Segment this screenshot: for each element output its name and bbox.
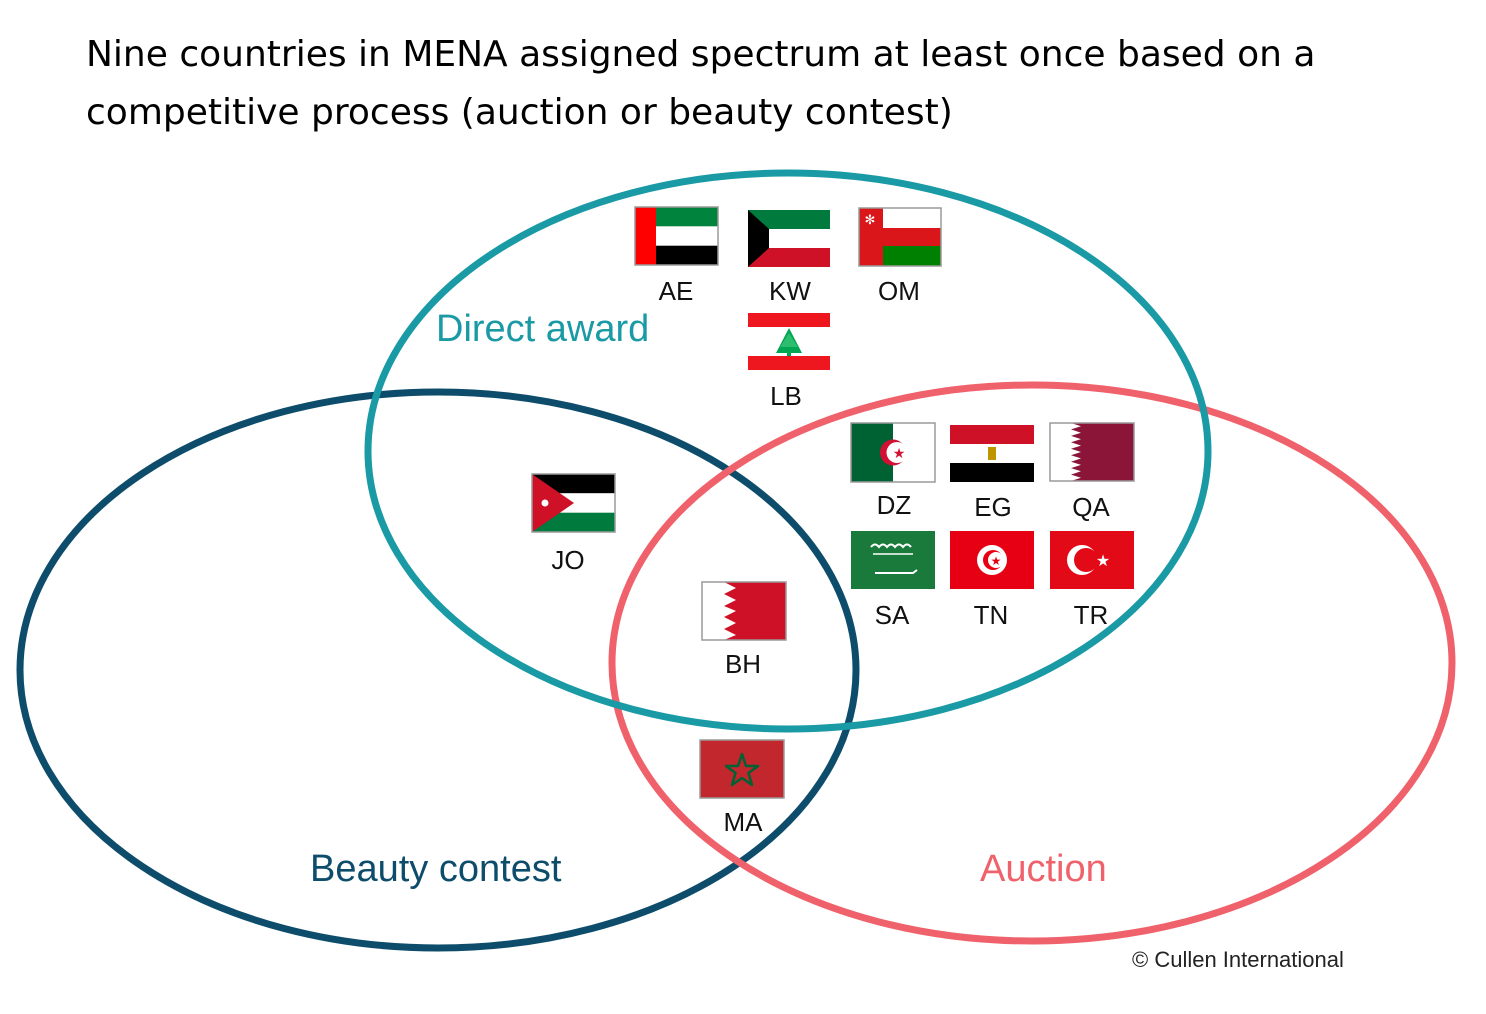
copyright-credit: © Cullen International xyxy=(1132,947,1344,972)
flag-tr: ★ xyxy=(1050,531,1134,589)
flag-ae xyxy=(634,206,719,266)
flag-sa xyxy=(851,531,935,589)
country-code-tr: TR xyxy=(1074,600,1109,630)
auction-label: Auction xyxy=(980,848,1107,890)
flag-dz: ★ xyxy=(850,422,936,483)
country-code-tn: TN xyxy=(974,600,1009,630)
flag-jo xyxy=(531,473,616,533)
svg-text:★: ★ xyxy=(991,554,1002,568)
country-code-ma: MA xyxy=(724,807,764,837)
flag-ma xyxy=(699,739,785,799)
flag-bh xyxy=(701,581,787,641)
direct-award-circle xyxy=(364,169,1212,733)
flag-qa xyxy=(1049,422,1135,482)
country-code-eg: EG xyxy=(974,492,1012,522)
flag-tn: ★ xyxy=(950,531,1034,589)
title-line-1: Nine countries in MENA assigned spectrum… xyxy=(86,34,1316,75)
flag-om: ✻ xyxy=(858,207,942,267)
flag-kw xyxy=(748,210,830,267)
country-code-ae: AE xyxy=(659,276,694,306)
beauty-contest-circle xyxy=(16,388,860,952)
beauty-contest-label: Beauty contest xyxy=(310,848,562,890)
svg-text:✻: ✻ xyxy=(865,213,876,228)
auction-circle xyxy=(608,381,1456,945)
country-code-bh: BH xyxy=(725,649,761,679)
title-line-2: competitive process (auction or beauty c… xyxy=(86,92,953,133)
country-code-kw: KW xyxy=(769,276,811,306)
country-code-om: OM xyxy=(878,276,920,306)
page-title: Nine countries in MENA assigned spectrum… xyxy=(86,26,1466,142)
country-code-sa: SA xyxy=(875,600,910,630)
svg-text:★: ★ xyxy=(1096,551,1110,570)
svg-text:★: ★ xyxy=(893,446,906,462)
country-code-qa: QA xyxy=(1072,492,1110,522)
direct-award-label: Direct award xyxy=(436,308,649,350)
flag-eg xyxy=(950,425,1034,482)
flag-lb xyxy=(748,313,830,370)
country-code-lb: LB xyxy=(770,381,802,411)
country-code-jo: JO xyxy=(551,545,584,575)
country-code-dz: DZ xyxy=(877,490,912,520)
